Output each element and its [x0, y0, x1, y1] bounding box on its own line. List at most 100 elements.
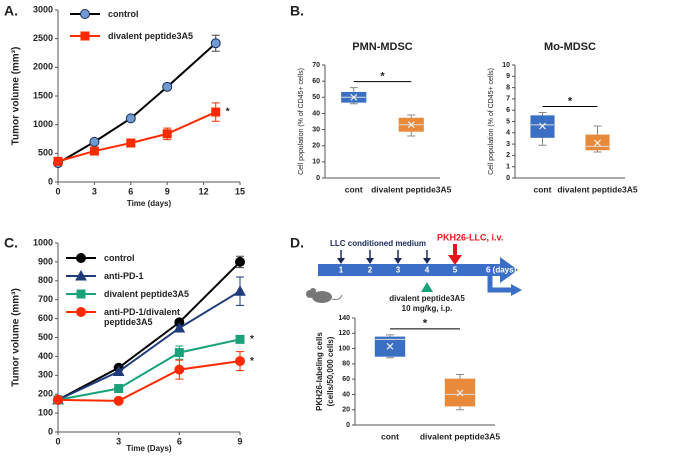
- timeline-arrowhead: [500, 257, 518, 283]
- timeline-day: 6 (days): [486, 266, 517, 275]
- y-tick-label: 3: [506, 141, 510, 148]
- y-tick-label: 400: [38, 351, 53, 361]
- legend-marker: [76, 307, 86, 317]
- y-tick-label: 900: [38, 256, 53, 266]
- y-tick-label: 140: [338, 315, 350, 322]
- y-axis-label: PKH26-labeling cells: [315, 332, 324, 411]
- y-tick-label: 500: [38, 332, 53, 342]
- x-tick-label: 3: [92, 186, 97, 196]
- marker: [125, 113, 136, 124]
- y-tick-label: 1000: [33, 119, 53, 129]
- legend-label-box: divalent peptide3A5: [104, 289, 190, 299]
- mean-marker: [539, 122, 546, 130]
- legend-label-box: control: [104, 253, 135, 263]
- y-tick-label: 300: [38, 370, 53, 380]
- y-axis-label: Tumor volume (mm³): [11, 47, 22, 146]
- x-tick-label: 3: [116, 436, 121, 446]
- series-line: [57, 360, 241, 402]
- y-tick-label: 50: [312, 94, 320, 101]
- y-tick-label: 70: [312, 62, 320, 69]
- timeline-day: 4: [425, 266, 430, 275]
- y-axis-label: (cells/50,000 cells): [326, 336, 335, 406]
- series-line: [57, 261, 241, 401]
- y-tick-label: 500: [38, 148, 53, 158]
- legend-label: control: [108, 9, 139, 19]
- legend-label-box: divalent peptide3A5: [108, 31, 193, 41]
- injection-arrows: [340, 250, 428, 261]
- x-tick-label: 6: [128, 186, 133, 196]
- x-tick-label: cont: [381, 431, 399, 441]
- marker: [113, 395, 124, 406]
- y-tick-label: 10: [312, 159, 320, 166]
- panel-label: C.: [4, 235, 18, 251]
- mean-marker: [456, 389, 464, 397]
- y-tick-label: 60: [312, 78, 320, 85]
- y-tick-label: 2: [506, 152, 510, 159]
- y-tick-label: 0: [316, 175, 320, 182]
- y-tick-label: 1000: [33, 237, 53, 247]
- x-tick-label: 9: [165, 186, 170, 196]
- marker: [211, 107, 221, 117]
- y-tick-label: 1: [506, 164, 510, 171]
- marker: [89, 146, 99, 156]
- legend-marker: [76, 253, 86, 263]
- y-tick-label: 0: [506, 175, 510, 182]
- panel-label: A.: [4, 3, 18, 19]
- timeline-treatment: divalent peptide3A5: [389, 294, 465, 303]
- marker: [112, 365, 125, 377]
- x-tick-label: 0: [55, 186, 60, 196]
- y-axis-label: Cell population (% of CD45+ cells): [488, 68, 495, 175]
- x-axis-label: Time (days): [127, 199, 172, 208]
- legend-marker: [80, 9, 90, 19]
- significance: *: [226, 107, 230, 118]
- panel-label: D.: [290, 235, 304, 251]
- legend-label: anti-PD-1/divalent peptide3A5: [104, 307, 181, 327]
- marker: [210, 38, 221, 49]
- y-tick-label: 80: [342, 361, 350, 368]
- y-tick-label: 30: [312, 126, 320, 133]
- y-tick-label: 800: [38, 275, 53, 285]
- y-tick-label: 6: [506, 107, 510, 114]
- x-tick-label: cont: [345, 184, 363, 194]
- panel-label: B.: [290, 3, 304, 19]
- timeline-shapes: [306, 244, 522, 303]
- series-line: [57, 42, 217, 164]
- x-axis-label: Time (Days): [126, 444, 172, 453]
- mouse-icon: [306, 288, 343, 303]
- legend-label-box: anti-PD-1: [104, 271, 144, 281]
- legend-marker: [75, 269, 87, 281]
- y-tick-label: 5: [506, 118, 510, 125]
- y-tick-label: 20: [312, 143, 320, 150]
- marker: [174, 348, 184, 358]
- timeline-day: 2: [368, 266, 373, 275]
- x-tick-label: 9: [237, 436, 242, 446]
- marker: [114, 384, 124, 394]
- y-tick-label: 40: [342, 391, 350, 398]
- y-tick-label: 8: [506, 84, 510, 91]
- marker: [89, 136, 100, 147]
- timeline-bar: [318, 264, 500, 276]
- return-arrowhead: [511, 284, 522, 296]
- mean-marker: [386, 342, 394, 350]
- x-tick-label: cont: [534, 184, 552, 194]
- chart-title: Mo-MDSC: [544, 41, 596, 53]
- significance: *: [568, 95, 573, 107]
- series: [53, 102, 221, 166]
- legend-label: divalent peptide3A5: [104, 289, 190, 299]
- marker: [53, 156, 63, 166]
- mean-marker: [407, 121, 415, 129]
- y-tick-label: 40: [312, 110, 320, 117]
- x-tick-label: divalent peptide3A5: [420, 431, 501, 441]
- marker: [173, 322, 186, 333]
- mean-marker: [350, 93, 358, 101]
- treatment-triangle: [421, 282, 433, 292]
- x-tick-label: 12: [199, 186, 209, 196]
- y-tick-label: 200: [38, 389, 53, 399]
- y-tick-label: 0: [48, 176, 53, 186]
- marker: [53, 394, 63, 405]
- timeline-label: LLC conditioned medium: [330, 239, 426, 248]
- iv-arrowhead: [448, 255, 462, 265]
- y-tick-label: 0: [48, 426, 53, 436]
- legend-marker: [76, 289, 86, 299]
